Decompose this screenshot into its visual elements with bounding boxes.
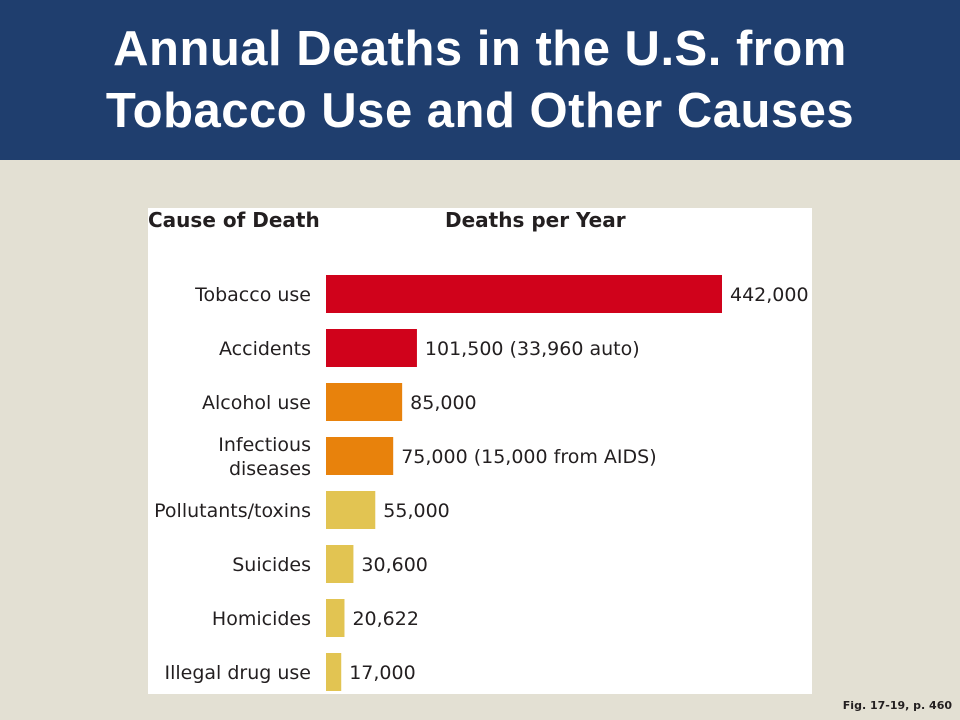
title-bar: Annual Deaths in the U.S. from Tobacco U… [0, 0, 960, 160]
category-label-1: Accidents [219, 338, 311, 360]
value-label-7: 17,000 [349, 662, 415, 684]
value-label-4: 55,000 [383, 500, 449, 522]
bar-4 [326, 491, 376, 529]
chart-panel: Cause of Death Deaths per Year Tobacco u… [148, 208, 812, 694]
figure-reference: Fig. 17-19, p. 460 [842, 699, 952, 712]
bar-chart: Tobacco use 442,000 Accidents 101,500 (33,9… [154, 275, 809, 691]
category-column-header: Cause of Death [148, 208, 320, 232]
bar-5 [326, 545, 354, 583]
value-label-1: 101,500 (33,960 auto) [425, 338, 640, 360]
bar-2 [326, 383, 403, 421]
bar-6 [326, 599, 345, 637]
bar-0 [326, 275, 722, 313]
value-label-6: 20,622 [352, 608, 418, 630]
category-label-0: Tobacco use [194, 284, 311, 306]
page-title-line-1: Annual Deaths in the U.S. from [113, 22, 847, 76]
page-title-line-2: Tobacco Use and Other Causes [105, 84, 855, 138]
category-label-3-line-0: Infectious [218, 434, 311, 456]
category-label-7: Illegal drug use [164, 662, 311, 684]
value-label-3: 75,000 (15,000 from AIDS) [401, 446, 656, 468]
bar-1 [326, 329, 417, 367]
bar-7 [326, 653, 342, 691]
value-label-5: 30,600 [361, 554, 427, 576]
value-label-2: 85,000 [410, 392, 476, 414]
category-label-2: Alcohol use [202, 392, 311, 414]
category-label-6: Homicides [212, 608, 311, 630]
value-label-0: 442,000 [730, 284, 809, 306]
category-label-3-line-1: diseases [229, 458, 311, 480]
category-label-4: Pollutants/toxins [154, 500, 311, 522]
bar-3 [326, 437, 394, 475]
category-label-5: Suicides [232, 554, 311, 576]
value-column-header: Deaths per Year [445, 208, 626, 232]
